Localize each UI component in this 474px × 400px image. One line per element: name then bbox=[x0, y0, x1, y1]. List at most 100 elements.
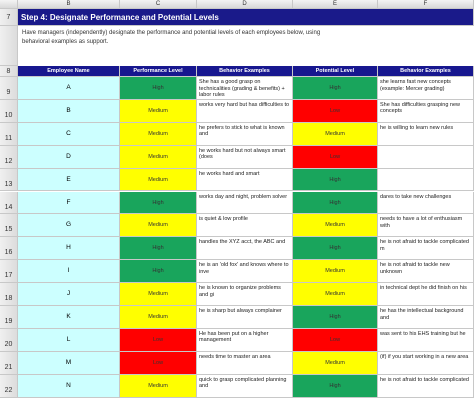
potential-level: Medium bbox=[293, 260, 378, 284]
employee-name: L bbox=[18, 328, 120, 352]
employee-name: J bbox=[18, 283, 120, 306]
potential-example: dares to take new challenges bbox=[378, 191, 474, 215]
potential-example: She has difficulties grasping new concep… bbox=[378, 99, 474, 123]
performance-example: works day and night, problem solver bbox=[197, 191, 293, 215]
column-header: Behavior Examples bbox=[378, 66, 474, 77]
column-header: Employee Name bbox=[18, 66, 120, 77]
employee-name: D bbox=[18, 145, 120, 169]
performance-example: She has a good grasp on technicalities (… bbox=[197, 77, 293, 100]
potential-level: High bbox=[293, 237, 378, 261]
row-number: 13 bbox=[0, 168, 18, 192]
column-letter: F bbox=[378, 0, 474, 9]
performance-level: Low bbox=[120, 351, 197, 375]
potential-example: he is not afraid to tackle new unknown bbox=[378, 260, 474, 284]
row-number: 12 bbox=[0, 145, 18, 169]
row-number: 18 bbox=[0, 283, 18, 306]
performance-level: High bbox=[120, 237, 197, 261]
row-number: 19 bbox=[0, 306, 18, 329]
potential-level: High bbox=[293, 168, 378, 192]
employee-name: I bbox=[18, 260, 120, 284]
potential-example bbox=[378, 145, 474, 169]
employee-name: A bbox=[18, 77, 120, 100]
column-letter: B bbox=[18, 0, 120, 9]
column-header: Behavior Examples bbox=[197, 66, 293, 77]
potential-example: was sent to his EHS training but he bbox=[378, 328, 474, 352]
potential-level: Low bbox=[293, 99, 378, 123]
row-number: 10 bbox=[0, 99, 18, 123]
potential-example: needs to have a lot of enthusiasm with bbox=[378, 214, 474, 238]
performance-example: he is sharp but always complainer bbox=[197, 306, 293, 329]
potential-level: High bbox=[293, 77, 378, 100]
performance-example: he works hard and smart bbox=[197, 168, 293, 192]
employee-name: C bbox=[18, 122, 120, 146]
row-number: 16 bbox=[0, 237, 18, 261]
potential-example: he is not afraid to tackle complicated m bbox=[378, 237, 474, 261]
employee-name: K bbox=[18, 306, 120, 329]
potential-example: he is not afraid to tackle complicated bbox=[378, 374, 474, 398]
performance-level: High bbox=[120, 77, 197, 100]
column-header: Performance Level bbox=[120, 66, 197, 77]
performance-example: he works hard but not always smart (does bbox=[197, 145, 293, 169]
performance-level: Medium bbox=[120, 374, 197, 398]
performance-level: Medium bbox=[120, 283, 197, 306]
performance-level: Medium bbox=[120, 168, 197, 192]
employee-name: G bbox=[18, 214, 120, 238]
potential-level: Medium bbox=[293, 351, 378, 375]
employee-name: H bbox=[18, 237, 120, 261]
employee-name: N bbox=[18, 374, 120, 398]
row-number: 14 bbox=[0, 191, 18, 215]
potential-level: Medium bbox=[293, 283, 378, 306]
row-number: 7 bbox=[0, 9, 18, 26]
potential-example: he is willing to learn new rules bbox=[378, 122, 474, 146]
employee-name: B bbox=[18, 99, 120, 123]
column-letter: C bbox=[120, 0, 197, 9]
performance-level: Medium bbox=[120, 99, 197, 123]
performance-level: Medium bbox=[120, 122, 197, 146]
title-bar: Step 4: Designate Performance and Potent… bbox=[18, 9, 474, 26]
performance-example: works very hard but has difficulties to bbox=[197, 99, 293, 123]
potential-example bbox=[378, 168, 474, 192]
performance-example: he prefers to stick to what is known and bbox=[197, 122, 293, 146]
corner bbox=[0, 0, 18, 9]
performance-level: Medium bbox=[120, 145, 197, 169]
performance-level: Low bbox=[120, 328, 197, 352]
potential-example: she learns fast new concepts (example: M… bbox=[378, 77, 474, 100]
row-number: 15 bbox=[0, 214, 18, 238]
employee-name: E bbox=[18, 168, 120, 192]
performance-example: is quiet & low profile bbox=[197, 214, 293, 238]
row-number: 17 bbox=[0, 260, 18, 284]
potential-example: he has the intellectual background and bbox=[378, 306, 474, 329]
row-number bbox=[0, 26, 18, 66]
performance-example: he is an 'old fox' and knows where to in… bbox=[197, 260, 293, 284]
row-number: 22 bbox=[0, 374, 18, 398]
employee-name: F bbox=[18, 191, 120, 215]
row-number: 21 bbox=[0, 351, 18, 375]
performance-level: High bbox=[120, 191, 197, 215]
row-number: 20 bbox=[0, 328, 18, 352]
column-letter: D bbox=[197, 0, 293, 9]
potential-level: Medium bbox=[293, 214, 378, 238]
performance-example: he is known to organize problems and gi bbox=[197, 283, 293, 306]
row-number: 11 bbox=[0, 122, 18, 146]
performance-example: handles the XYZ acct, the ABC and bbox=[197, 237, 293, 261]
potential-level: High bbox=[293, 374, 378, 398]
performance-level: Medium bbox=[120, 214, 197, 238]
performance-example: quick to grasp complicated planning and bbox=[197, 374, 293, 398]
column-header: Potential Level bbox=[293, 66, 378, 77]
employee-name: M bbox=[18, 351, 120, 375]
instructions: Have managers (independently) designate … bbox=[22, 30, 321, 45]
potential-level: Low bbox=[293, 328, 378, 352]
performance-example: needs time to master an area bbox=[197, 351, 293, 375]
potential-level: Medium bbox=[293, 122, 378, 146]
performance-example: He has been put on a higher management bbox=[197, 328, 293, 352]
potential-level: High bbox=[293, 191, 378, 215]
performance-level: Medium bbox=[120, 306, 197, 329]
potential-example: in technical dept he did finish on his bbox=[378, 283, 474, 306]
potential-example: (if) if you start working in a new area bbox=[378, 351, 474, 375]
potential-level: Low bbox=[293, 145, 378, 169]
performance-level: High bbox=[120, 260, 197, 284]
row-number: 8 bbox=[0, 66, 18, 77]
potential-level: High bbox=[293, 306, 378, 329]
column-letter: E bbox=[293, 0, 378, 9]
